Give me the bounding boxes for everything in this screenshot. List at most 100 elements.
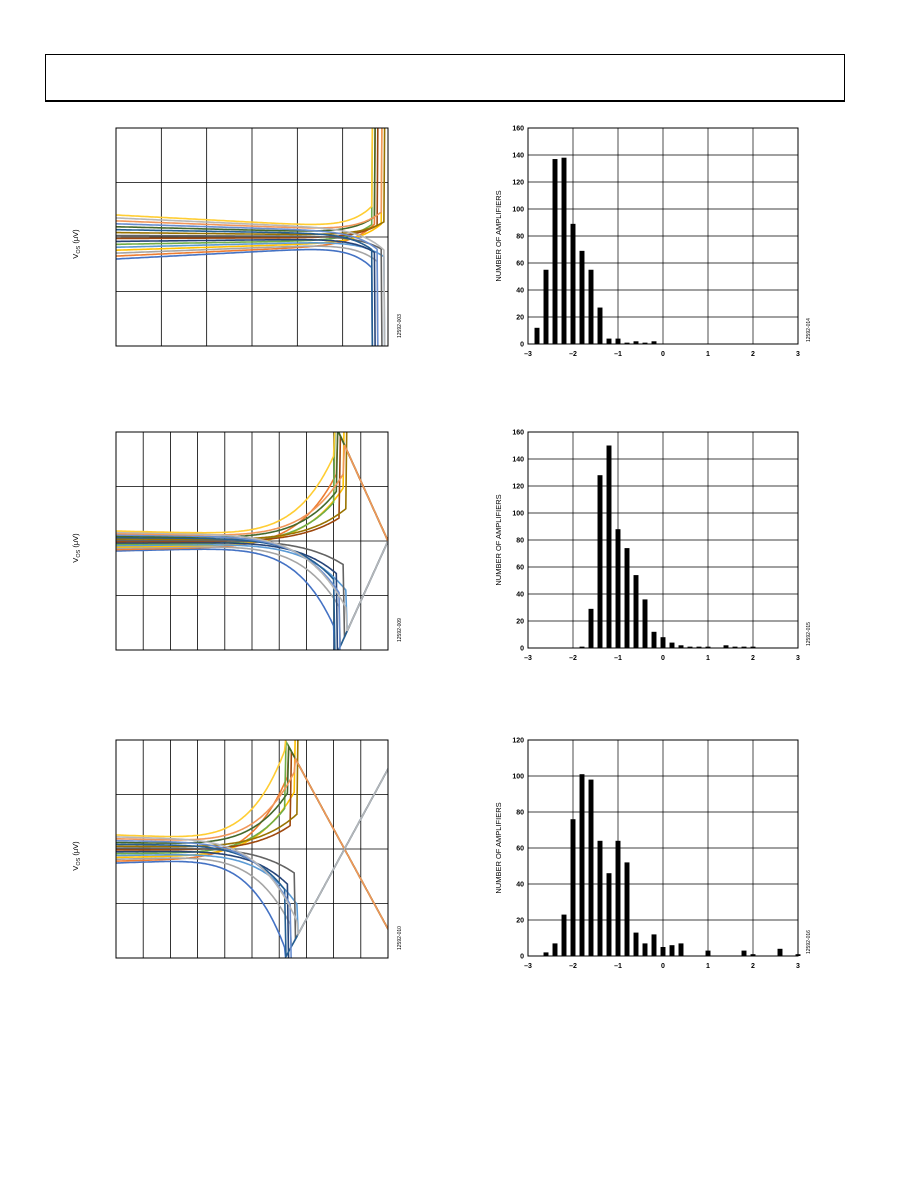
histogram-3-svg: NUMBER OF AMPLIFIERS 12592-016 –3 –2 –1 0 1 2… xyxy=(494,738,812,971)
y-tick-label: 80 xyxy=(516,810,524,817)
y-tick-label: 140 xyxy=(512,457,524,464)
histogram-bar xyxy=(588,608,594,648)
histogram-bar xyxy=(606,445,612,648)
vos-trace xyxy=(116,839,292,958)
x-tick-label: –3 xyxy=(524,351,532,358)
histogram-1-ylabel: NUMBER OF AMPLIFIERS xyxy=(494,190,503,281)
histogram-bar xyxy=(543,269,549,344)
histogram-bar xyxy=(552,943,558,956)
y-tick-label: 20 xyxy=(516,315,524,322)
histogram-bar xyxy=(597,307,603,344)
y-tick-label: 120 xyxy=(512,180,524,187)
histogram-bar xyxy=(552,159,558,344)
vos-grid-1 xyxy=(116,128,388,346)
y-tick-label: 60 xyxy=(516,261,524,268)
y-tick-label: 160 xyxy=(512,430,524,437)
vos-trace xyxy=(116,128,386,236)
histogram-bar xyxy=(624,342,630,344)
vos-trace xyxy=(116,444,388,542)
histogram-bar xyxy=(624,862,630,956)
x-tick-label: 1 xyxy=(706,351,710,358)
y-tick-label: 40 xyxy=(516,592,524,599)
vos-curves-1 xyxy=(116,128,386,346)
histogram-bar xyxy=(606,338,612,344)
histogram-frame xyxy=(527,127,799,345)
histogram-bar xyxy=(588,779,594,956)
histogram-bar xyxy=(723,645,729,648)
vos-trace xyxy=(116,128,379,240)
histogram-bar xyxy=(642,599,648,648)
histogram-bar xyxy=(615,840,621,956)
vos-trace xyxy=(116,432,345,548)
histogram-bar xyxy=(579,250,585,344)
y-tick-label: 100 xyxy=(512,774,524,781)
x-tick-label: 2 xyxy=(751,351,755,358)
histogram-bar xyxy=(579,774,585,956)
y-tick-label: 100 xyxy=(512,207,524,214)
y-tick-label: 120 xyxy=(512,484,524,491)
y-tick-label: 60 xyxy=(516,846,524,853)
histogram-bar xyxy=(570,819,576,956)
vos-trace xyxy=(116,540,388,632)
histogram-3-code: 12592-016 xyxy=(806,930,812,954)
histogram-1-svg: NUMBER OF AMPLIFIERS 12592-014 –3 –2 –1 0 1 2… xyxy=(494,126,812,359)
vos-frame-2 xyxy=(115,431,389,651)
y-tick-label: 80 xyxy=(516,234,524,241)
page-header-frame xyxy=(45,54,845,102)
y-tick-label: 40 xyxy=(516,288,524,295)
histogram-bar xyxy=(750,646,756,648)
histogram-bar xyxy=(651,341,657,344)
histogram-1-code: 12592-014 xyxy=(806,318,812,342)
vos-ylabel-1: VOS (μV) xyxy=(71,229,82,259)
vos-curves-3 xyxy=(116,740,388,958)
histogram-bar xyxy=(543,952,549,956)
histogram-bar xyxy=(624,548,630,648)
vos-trace xyxy=(116,860,287,958)
vos-curves-2 xyxy=(116,432,388,650)
histogram-bar xyxy=(633,341,639,344)
vos-curve-plot-1-svg: VOS (μV) 12592-003 xyxy=(71,127,403,347)
histogram-bar xyxy=(579,646,585,648)
histogram-bar xyxy=(669,945,675,956)
histogram-bar xyxy=(660,947,666,956)
histogram-2-code: 12592-015 xyxy=(806,622,812,646)
histogram-bar xyxy=(633,575,639,648)
vos-trace xyxy=(116,548,336,650)
vos-curve-plot-3-svg: VOS (μV) 12592-010 xyxy=(71,739,403,959)
vos-trace xyxy=(116,217,386,346)
histogram-bar xyxy=(678,943,684,956)
histogram-bar xyxy=(687,646,693,648)
histogram-bar xyxy=(696,646,702,648)
vos-grid-3 xyxy=(116,740,388,958)
vos-trace xyxy=(116,534,341,650)
histogram-bar xyxy=(534,327,540,344)
histogram-bar xyxy=(597,840,603,956)
histogram-frame xyxy=(527,739,799,957)
vos-trace xyxy=(116,128,383,229)
histogram-bar xyxy=(642,342,648,344)
y-tick-label: 160 xyxy=(512,126,524,133)
vos-trace xyxy=(116,740,299,848)
histogram-bar xyxy=(705,646,711,648)
histogram-bar xyxy=(651,934,657,956)
vos-trace xyxy=(116,248,374,346)
histogram-bar xyxy=(597,475,603,648)
vos-trace xyxy=(116,541,339,650)
y-tick-label: 40 xyxy=(516,882,524,889)
vos-trace xyxy=(116,128,383,251)
histogram-grid xyxy=(527,431,799,649)
figure-code-3: 12592-010 xyxy=(397,926,403,950)
x-tick-label: 1 xyxy=(706,963,710,970)
histogram-grid xyxy=(527,127,799,345)
histogram-bar xyxy=(615,338,621,344)
histogram-bar xyxy=(741,950,747,956)
vos-trace xyxy=(116,228,374,346)
histogram-bar xyxy=(561,914,567,956)
x-tick-label: 2 xyxy=(751,655,755,662)
histogram-bar xyxy=(678,645,684,648)
histogram-bar xyxy=(651,631,657,648)
y-tick-label: 60 xyxy=(516,565,524,572)
histogram-bar xyxy=(606,873,612,956)
vos-trace xyxy=(116,432,388,542)
x-tick-label: –2 xyxy=(569,963,577,970)
